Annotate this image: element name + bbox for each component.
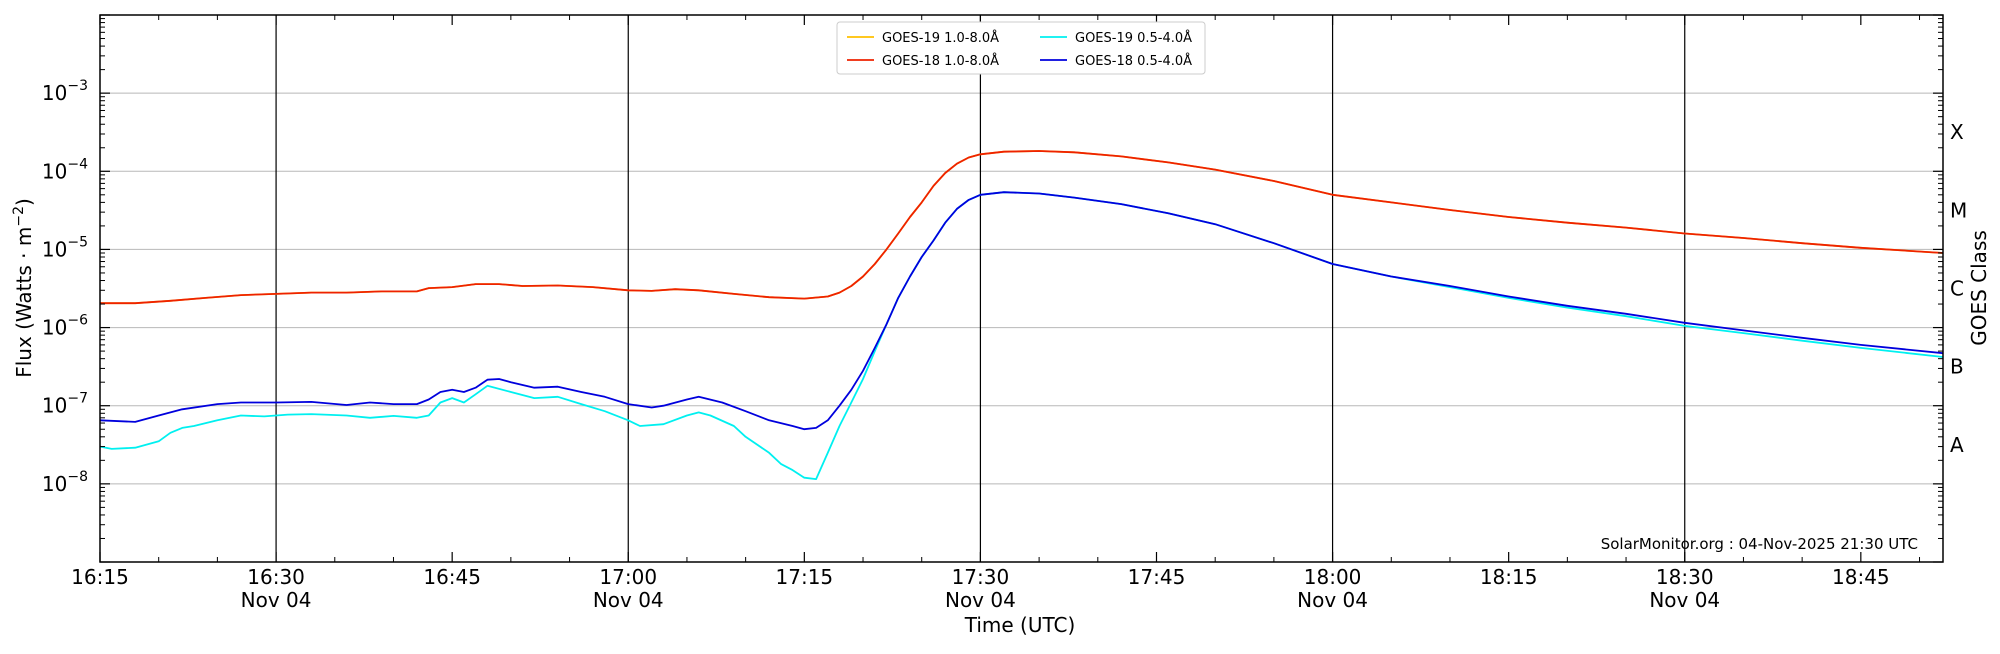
series-lines — [100, 150, 1943, 481]
y-axis-title-sup: −2 — [11, 206, 27, 227]
y-tick-label: 10−8 — [42, 469, 88, 496]
y-tick-label: 10−3 — [42, 78, 88, 105]
goes-class-label: A — [1950, 433, 1964, 457]
y-tick-label-exponent: −5 — [67, 234, 88, 250]
y-tick-label-base: 10 — [42, 237, 67, 261]
x-tick-date-label: Nov 04 — [593, 588, 664, 612]
y-tick-label-base: 10 — [42, 472, 67, 496]
y-axis-title: Flux (Watts · m−2) — [11, 198, 36, 378]
x-tick-label: 18:45 — [1832, 565, 1890, 589]
legend-box — [836, 21, 1206, 75]
y-tick-label-exponent: −8 — [67, 469, 88, 485]
x-tick-label: 17:45 — [1128, 565, 1186, 589]
legend: GOES-19 1.0-8.0Å GOES-18 1.0-8.0Å GOES-19 … — [836, 21, 1206, 75]
y-tick-label-exponent: −7 — [67, 391, 88, 407]
grid — [100, 15, 1943, 562]
y-axis-title-main: Flux (Watts · m — [12, 227, 36, 378]
y-tick-label-base: 10 — [42, 316, 67, 340]
axis-ticks — [99, 14, 1943, 563]
y-tick-label: 10−6 — [42, 313, 88, 340]
x-tick-label: 18:00 — [1304, 565, 1362, 589]
goes-class-axis-title: GOES Class — [1967, 230, 1991, 346]
y-tick-label-base: 10 — [42, 159, 67, 183]
legend-entries: GOES-19 1.0-8.0Å GOES-18 1.0-8.0Å GOES-19 … — [847, 30, 1192, 69]
x-tick-label: 16:15 — [71, 565, 129, 589]
y-tick-label: 10−5 — [42, 234, 88, 261]
y-axis-title-close: ) — [12, 198, 36, 206]
x-tick-date-label: Nov 04 — [1297, 588, 1368, 612]
legend-label: GOES-19 0.5-4.0Å — [1075, 30, 1192, 46]
y-tick-label-exponent: −6 — [67, 313, 88, 329]
y-tick-label: 10−7 — [42, 391, 88, 418]
x-tick-date-label: Nov 04 — [1649, 588, 1720, 612]
x-tick-label: 16:30 — [247, 565, 305, 589]
plot-frame — [99, 14, 1944, 563]
legend-label: GOES-19 1.0-8.0Å — [882, 30, 999, 46]
legend-label: GOES-18 1.0-8.0Å — [882, 53, 999, 69]
goes-class-label: C — [1950, 277, 1964, 301]
y-tick-label-exponent: −4 — [67, 156, 88, 172]
y-tick-label-base: 10 — [42, 394, 67, 418]
x-tick-label: 18:15 — [1480, 565, 1538, 589]
x-tick-label: 17:15 — [776, 565, 834, 589]
y-tick-label-base: 10 — [42, 81, 67, 105]
x-tick-label: 17:30 — [952, 565, 1010, 589]
legend-label: GOES-18 0.5-4.0Å — [1075, 53, 1192, 69]
y-tick-label-exponent: −3 — [67, 78, 88, 94]
goes-class-label: M — [1950, 198, 1967, 222]
x-axis-title: Time (UTC) — [964, 613, 1076, 637]
series-line — [100, 191, 1943, 431]
x-tick-label: 18:30 — [1656, 565, 1714, 589]
x-tick-date-label: Nov 04 — [241, 588, 312, 612]
goes-class-label: B — [1950, 355, 1964, 379]
x-tick-label: 17:00 — [599, 565, 657, 589]
credit-text: SolarMonitor.org : 04-Nov-2025 21:30 UTC — [1601, 535, 1918, 553]
y-tick-label: 10−4 — [42, 156, 88, 183]
series-line — [100, 150, 1943, 305]
x-tick-label: 16:45 — [423, 565, 481, 589]
x-tick-date-label: Nov 04 — [945, 588, 1016, 612]
goes-class-label: X — [1950, 120, 1964, 144]
